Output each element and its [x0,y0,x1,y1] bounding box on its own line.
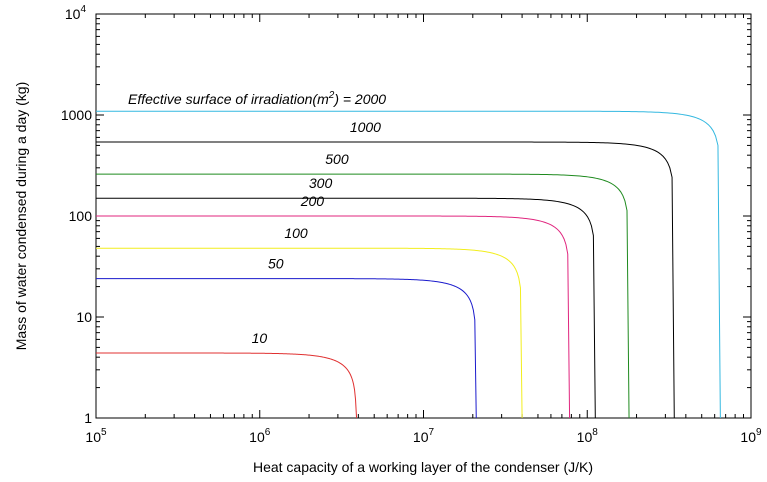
x-tick-label: 107 [413,427,435,445]
series-line-10 [96,352,358,419]
x-tick-label: 105 [85,427,107,445]
series-line-100 [96,247,523,419]
series-label-50: 50 [268,256,284,272]
annotation-label: Effective surface of irradiation(m2) = 2… [128,90,386,107]
series-label-200: 200 [300,193,325,209]
series-line-500 [96,173,630,419]
x-tick-label: 106 [249,427,271,445]
series-label-500: 500 [325,151,349,167]
x-tick-label: 108 [577,427,599,445]
series-label-300: 300 [309,175,333,191]
y-tick-label: 100 [69,208,93,224]
y-tick-label: 1000 [61,107,92,123]
series-label-10: 10 [252,330,268,346]
series-line-2000 [96,110,721,419]
x-tick-label: 109 [740,427,762,445]
y-tick-label: 1 [84,410,92,426]
series-line-200 [96,215,571,419]
x-axis-label: Heat capacity of a working layer of the … [253,459,593,475]
series-line-50 [96,278,477,419]
y-axis-label: Mass of water condensed during a day (kg… [13,82,29,350]
series-line-1000 [96,141,675,419]
series-line-300 [96,197,596,419]
y-tick-label: 10 [76,309,92,325]
series-label-1000: 1000 [350,119,381,135]
y-tick-label-top: 104 [65,4,87,22]
series-curves [96,110,721,419]
series-label-100: 100 [284,225,308,241]
